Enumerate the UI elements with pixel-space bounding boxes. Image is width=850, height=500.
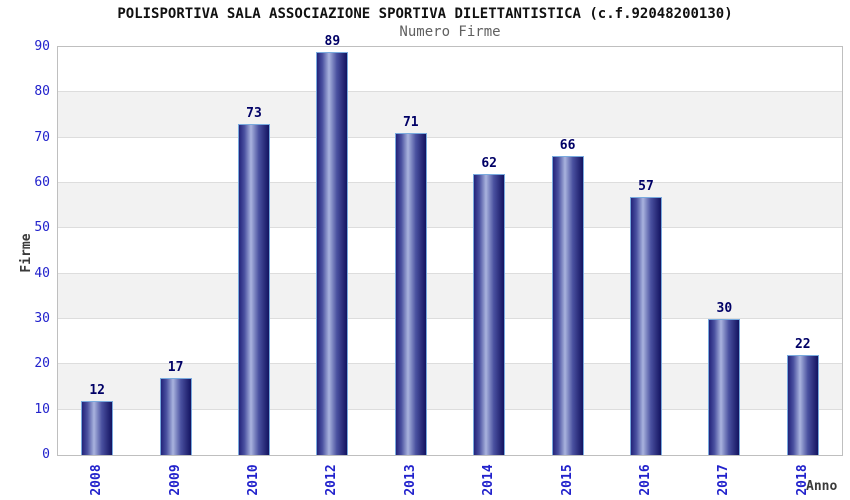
value-label-2012: 89 [324, 33, 341, 49]
x-tick-2017: 2017 [716, 464, 732, 496]
x-tick-2009: 2009 [167, 464, 183, 496]
y-tick-30: 30 [34, 311, 50, 326]
gridline [58, 136, 842, 138]
bar-2012 [316, 51, 349, 455]
value-label-2009: 17 [167, 359, 184, 375]
bar-2008 [81, 400, 114, 455]
value-label-2016: 57 [638, 178, 654, 194]
bar-2015 [551, 155, 584, 455]
background-band [58, 137, 842, 183]
y-tick-80: 80 [34, 84, 50, 100]
y-tick-60: 60 [34, 175, 50, 190]
y-tick-10: 10 [34, 401, 50, 417]
x-tick-2018: 2018 [794, 464, 810, 496]
y-tick-70: 70 [34, 129, 50, 145]
x-tick-2012: 2012 [324, 464, 340, 496]
gridline [58, 91, 842, 93]
bar-2016 [630, 196, 662, 455]
x-tick-2008: 2008 [89, 464, 105, 496]
bar-2009 [159, 377, 192, 455]
background-band [58, 183, 842, 229]
bar-2013 [394, 133, 427, 455]
x-tick-2010: 2010 [246, 464, 261, 496]
gridline [58, 363, 842, 365]
plot-area: 12 17 73 89 71 62 66 57 30 22 [57, 34, 843, 456]
x-tick-2013: 2013 [402, 464, 418, 496]
y-tick-20: 20 [34, 356, 50, 372]
background-band [58, 273, 842, 319]
background-band [58, 47, 842, 93]
value-label-2014: 62 [481, 155, 498, 171]
y-tick-50: 50 [34, 220, 50, 236]
gridline [58, 318, 842, 319]
bar-2018 [786, 355, 819, 455]
x-axis-title: Anno [806, 479, 838, 494]
y-tick-90: 90 [34, 39, 50, 54]
x-tick-2014: 2014 [481, 464, 497, 496]
value-label-2015: 66 [559, 137, 576, 153]
bar-2017 [708, 319, 741, 455]
gridline [58, 227, 842, 229]
y-tick-0: 0 [42, 447, 50, 462]
bar-2010 [238, 124, 270, 455]
chart-title: POLISPORTIVA SALA ASSOCIAZIONE SPORTIVA … [117, 6, 733, 22]
value-label-2017: 30 [716, 301, 733, 316]
background-band [58, 228, 842, 274]
y-tick-40: 40 [34, 265, 50, 281]
chart-subtitle: Numero Firme [399, 24, 501, 40]
gridline [58, 182, 842, 183]
gridline [58, 272, 842, 274]
bar-2014 [473, 173, 506, 455]
value-label-2008: 12 [89, 382, 106, 398]
gridline [58, 408, 842, 410]
value-label-2018: 22 [794, 337, 811, 353]
x-tick-2015: 2015 [559, 464, 575, 496]
background-band [58, 92, 842, 138]
value-label-2010: 73 [246, 106, 262, 122]
x-tick-2016: 2016 [638, 464, 653, 496]
value-label-2013: 71 [402, 115, 419, 131]
